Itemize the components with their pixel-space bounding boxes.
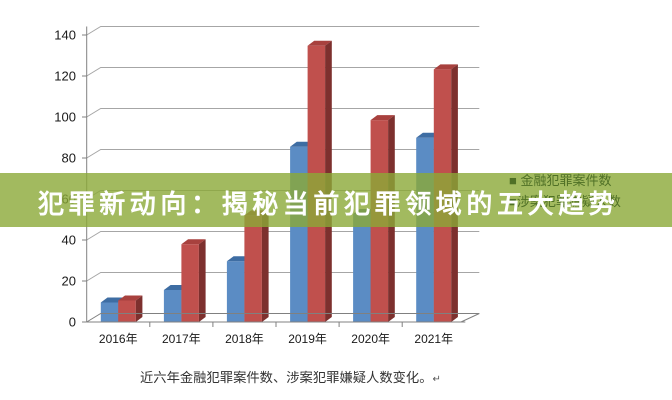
svg-text:100: 100	[54, 110, 76, 125]
svg-text:80: 80	[62, 151, 76, 166]
svg-text:2019年: 2019年	[288, 332, 327, 346]
svg-text:2017年: 2017年	[162, 332, 201, 346]
svg-text:0: 0	[69, 315, 76, 330]
svg-text:2016年: 2016年	[99, 332, 138, 346]
svg-text:2018年: 2018年	[225, 332, 264, 346]
svg-text:140: 140	[54, 28, 76, 43]
svg-text:2021年: 2021年	[414, 332, 453, 346]
svg-text:20: 20	[62, 274, 76, 289]
svg-text:2020年: 2020年	[351, 332, 390, 346]
svg-text:40: 40	[62, 233, 76, 248]
svg-text:120: 120	[54, 69, 76, 84]
